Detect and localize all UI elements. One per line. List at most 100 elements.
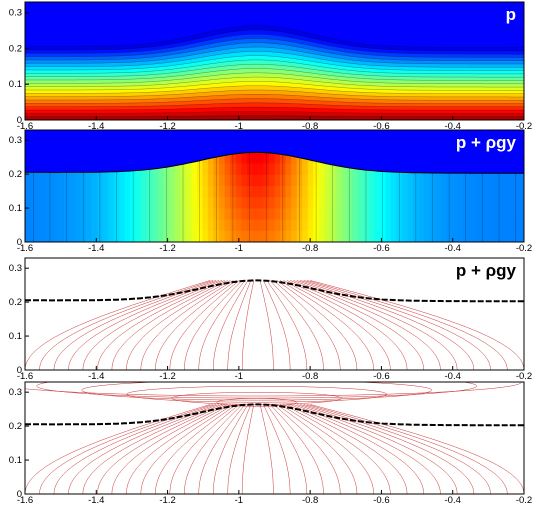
field-cell — [80, 219, 87, 232]
field-cell — [158, 208, 165, 221]
field-cell — [451, 219, 458, 232]
field-cell — [435, 230, 442, 242]
streamline — [184, 280, 243, 370]
field-cell — [463, 174, 470, 187]
field-cell — [202, 230, 209, 242]
field-cell — [518, 208, 524, 221]
field-cell — [91, 208, 98, 221]
field-cell — [146, 219, 154, 232]
streamline — [286, 280, 408, 370]
field-cell — [36, 219, 43, 232]
field-cell — [468, 219, 475, 232]
field-cell — [108, 219, 115, 232]
streamline — [306, 280, 508, 370]
field-cell — [335, 230, 342, 242]
field-cell — [257, 219, 264, 232]
field-cell — [230, 186, 237, 198]
streamline — [263, 280, 291, 370]
field-cell — [296, 163, 303, 176]
field-cell — [252, 152, 259, 165]
field-cell — [196, 208, 203, 221]
field-cell — [135, 219, 142, 232]
field-cell — [202, 208, 209, 221]
field-cell — [307, 208, 314, 221]
field-cell — [357, 219, 364, 232]
field-cell — [97, 219, 104, 232]
panel-1: -1.6 -1.4 -1.2 -1 -0.8 -0.6 -0.4 -0.2 0 0.1 0.2 0.3… — [9, 1, 532, 132]
field-cell — [213, 208, 220, 221]
field-cell — [329, 208, 336, 221]
field-cell — [368, 197, 375, 209]
field-cell — [141, 174, 148, 187]
field-cell — [324, 163, 331, 176]
field-cell — [207, 230, 215, 242]
field-cell — [352, 186, 359, 198]
field-cell — [119, 197, 126, 209]
y-tick-label: 0.3 — [9, 263, 22, 274]
field-cell — [141, 186, 148, 198]
field-cell — [435, 197, 442, 209]
field-cell — [146, 174, 154, 187]
field-cell — [191, 219, 198, 232]
field-cell — [329, 230, 336, 242]
field-cell — [235, 197, 242, 209]
field-cell — [191, 208, 198, 221]
field-cell — [235, 152, 242, 165]
field-cell — [263, 219, 270, 232]
x-tick-label: -0.8 — [302, 121, 318, 132]
field-cell — [185, 163, 192, 176]
field-cell — [163, 197, 170, 209]
field-cell — [429, 174, 436, 187]
x-tick-label: -1.6 — [17, 495, 33, 506]
field-cell — [85, 197, 93, 209]
field-cell — [274, 174, 281, 187]
streamline — [68, 404, 220, 494]
field-cell — [207, 219, 215, 232]
field-cell — [468, 174, 475, 187]
field-cell — [485, 208, 492, 221]
field-cell — [274, 163, 281, 176]
field-cell — [47, 186, 54, 198]
field-cell — [235, 163, 242, 176]
field-cell — [169, 163, 176, 176]
field-cell — [335, 174, 342, 187]
field-cell — [413, 186, 420, 198]
field-cell — [501, 219, 508, 232]
field-cell — [174, 163, 181, 176]
y-tick-label: 0.2 — [9, 297, 22, 308]
field-cell — [501, 186, 508, 198]
field-cell — [130, 197, 137, 209]
field-cell — [241, 197, 248, 209]
field-cell — [302, 230, 309, 242]
field-cell — [418, 197, 425, 209]
field-cell — [429, 230, 436, 242]
streamline — [273, 280, 341, 370]
field-cell — [318, 219, 325, 232]
field-cell — [379, 197, 386, 209]
field-cell — [429, 186, 436, 198]
field-cell — [163, 174, 170, 187]
field-cell — [169, 186, 176, 198]
interface-line — [25, 151, 524, 174]
field-cell — [474, 186, 481, 198]
y-tick-label: 0.2 — [9, 43, 22, 54]
streamline — [283, 404, 391, 494]
field-cell — [97, 197, 104, 209]
field-cell — [457, 197, 464, 209]
streamline — [82, 404, 222, 494]
plot-area — [25, 258, 524, 370]
field-cell — [58, 208, 65, 221]
field-cell — [257, 186, 264, 198]
field-cell — [191, 230, 198, 242]
field-cell — [152, 186, 159, 198]
field-cell — [507, 174, 514, 187]
field-cell — [224, 230, 231, 242]
field-cell — [41, 197, 48, 209]
field-cell — [418, 174, 425, 187]
field-cell — [352, 230, 359, 242]
field-cell — [324, 197, 331, 209]
field-cell — [169, 174, 176, 187]
field-cell — [341, 208, 348, 221]
field-cell — [85, 174, 93, 187]
field-cell — [291, 174, 298, 187]
